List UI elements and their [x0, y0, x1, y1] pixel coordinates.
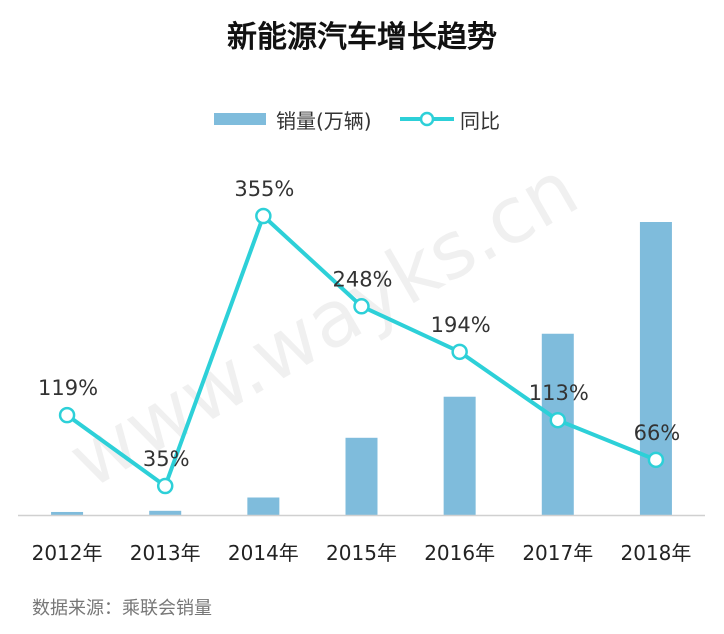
line-point-5: [549, 411, 567, 429]
bar-6: [639, 222, 672, 515]
bar-2: [247, 497, 280, 515]
legend-line-swatch: [400, 111, 454, 127]
data-label: 113%: [529, 381, 589, 405]
line-point-3: [353, 298, 370, 315]
x-tick-label: 2014年: [228, 541, 299, 565]
data-label: 35%: [143, 447, 190, 471]
x-tick-label: 2015年: [326, 541, 397, 565]
line-point-2: [255, 207, 272, 225]
data-label: 355%: [234, 177, 294, 201]
bar-3: [345, 437, 378, 515]
chart-legend: 销量(万辆) 同比: [0, 101, 724, 135]
line-point-6: [647, 451, 665, 469]
bar-1: [149, 510, 182, 515]
x-tick-label: 2018年: [620, 541, 691, 565]
x-tick-label: 2016年: [424, 541, 495, 565]
source-note: 数据来源：乘联会销量: [32, 598, 212, 619]
line-point-4: [451, 343, 468, 361]
data-label: 119%: [38, 376, 98, 400]
data-label: 194%: [431, 313, 491, 337]
chart-title: 新能源汽车增长趋势: [227, 20, 497, 55]
x-tick-label: 2013年: [130, 541, 201, 565]
line-point-0: [58, 406, 76, 424]
bar-0: [51, 511, 84, 515]
legend-line-label: 同比: [460, 109, 500, 133]
legend-bar-swatch: [214, 113, 266, 125]
bar-4: [443, 396, 476, 515]
x-tick-label: 2012年: [32, 541, 103, 565]
x-tick-label: 2017年: [522, 541, 593, 565]
line-point-1: [156, 477, 174, 495]
legend-bar-label: 销量(万辆): [276, 109, 372, 133]
data-label: 248%: [332, 267, 392, 291]
data-label: 66%: [634, 421, 681, 445]
